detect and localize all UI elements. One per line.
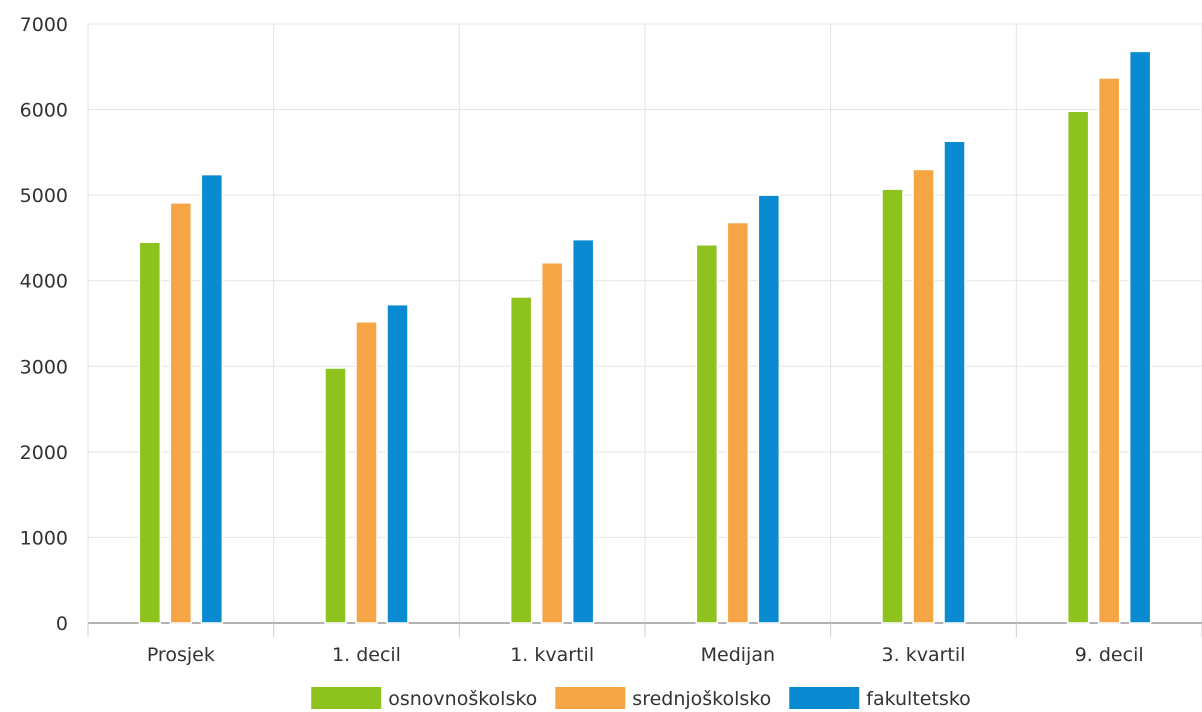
legend-swatch[interactable] xyxy=(789,687,860,709)
bar[interactable] xyxy=(169,202,193,624)
bar[interactable] xyxy=(1128,50,1152,624)
bar[interactable] xyxy=(200,173,224,624)
bar[interactable] xyxy=(757,194,781,624)
legend-label[interactable]: osnovnoškolsko xyxy=(388,688,537,710)
x-tick-label: 3. kvartil xyxy=(882,644,966,666)
legend: osnovnoškolsko srednjoškolsko fakultetsko xyxy=(311,687,971,710)
grid-layer xyxy=(87,23,1202,623)
y-tick-label: 2000 xyxy=(20,442,68,464)
bar[interactable] xyxy=(138,241,162,624)
y-tick-label: 5000 xyxy=(20,185,68,207)
bar[interactable] xyxy=(912,168,935,624)
bar[interactable] xyxy=(1097,77,1121,624)
y-tick-label: 0 xyxy=(56,613,68,635)
y-tick-label: 7000 xyxy=(20,14,68,36)
y-tick-label: 1000 xyxy=(20,527,68,549)
legend-label[interactable]: fakultetsko xyxy=(866,688,971,710)
bar[interactable] xyxy=(881,188,904,624)
bar[interactable] xyxy=(540,261,564,624)
bars-layer xyxy=(138,50,1152,624)
y-tick-label: 6000 xyxy=(20,100,68,122)
x-tick-label: Medijan xyxy=(701,644,775,666)
bar[interactable] xyxy=(571,238,595,624)
bar[interactable] xyxy=(695,244,719,624)
x-tick-label: 1. kvartil xyxy=(510,644,594,666)
bar[interactable] xyxy=(509,296,533,624)
bar[interactable] xyxy=(386,303,409,624)
axis-layer: 0 1000 2000 3000 4000 5000 6000 7000 Prosjek 1. d… xyxy=(20,14,1202,666)
bar[interactable] xyxy=(943,140,966,624)
bar[interactable] xyxy=(324,367,347,624)
bar[interactable] xyxy=(1066,110,1090,624)
bar[interactable] xyxy=(355,321,378,624)
bar[interactable] xyxy=(726,221,750,624)
x-tick-label: Prosjek xyxy=(147,644,215,666)
x-tick-label: 1. decil xyxy=(332,644,401,666)
legend-label[interactable]: srednjoškolsko xyxy=(632,688,771,710)
x-tick-label: 9. decil xyxy=(1075,644,1144,666)
legend-swatch[interactable] xyxy=(311,687,382,709)
y-tick-label: 4000 xyxy=(20,271,68,293)
legend-swatch[interactable] xyxy=(555,687,626,709)
y-tick-label: 3000 xyxy=(20,356,68,378)
